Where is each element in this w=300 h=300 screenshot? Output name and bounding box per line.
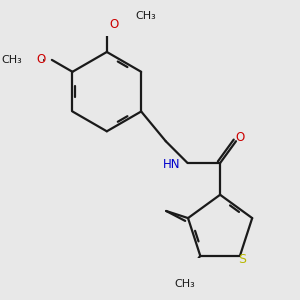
Text: O: O	[235, 131, 244, 144]
Text: CH₃: CH₃	[1, 55, 22, 65]
Text: O: O	[37, 53, 46, 66]
Text: O: O	[109, 18, 119, 31]
Text: S: S	[238, 253, 246, 266]
Text: HN: HN	[163, 158, 180, 171]
Text: CH₃: CH₃	[174, 279, 195, 289]
Text: CH₃: CH₃	[136, 11, 157, 21]
